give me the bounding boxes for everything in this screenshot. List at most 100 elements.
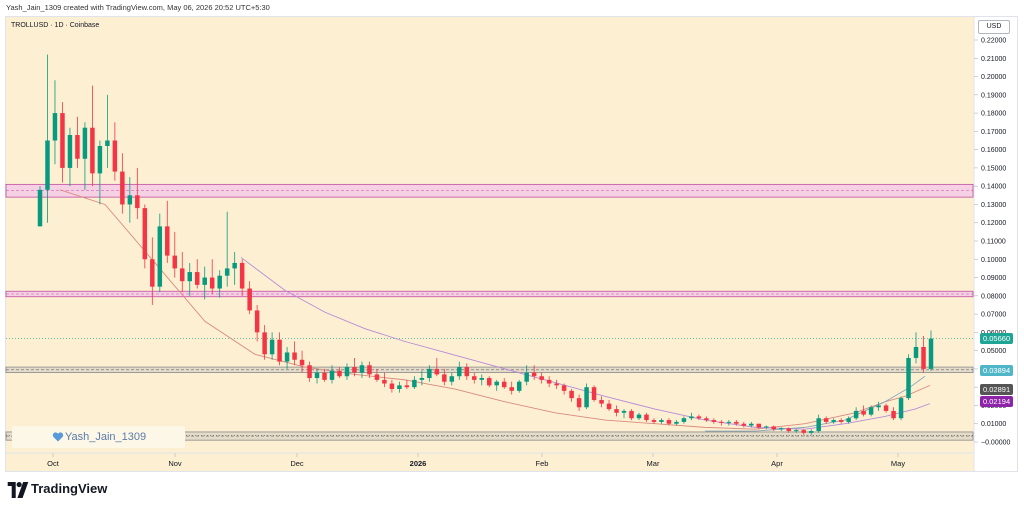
candle-body — [793, 430, 799, 432]
x-tick-label: Nov — [168, 459, 182, 468]
candle — [876, 401, 881, 411]
candle — [322, 368, 327, 382]
candle — [921, 336, 926, 373]
candle — [449, 372, 455, 386]
y-tick-label: 0.19000 — [981, 92, 1006, 99]
candle-body — [127, 195, 133, 205]
candle — [292, 341, 297, 366]
candle — [494, 379, 499, 391]
candle — [486, 376, 492, 388]
candle-body — [172, 255, 178, 269]
candle — [45, 54, 50, 223]
candle — [232, 251, 237, 285]
candle-body — [621, 410, 627, 413]
candle — [906, 354, 911, 400]
candle-body — [457, 367, 462, 377]
candle-body — [689, 416, 694, 419]
candle-body — [846, 418, 851, 422]
x-tick-label: Dec — [290, 459, 304, 468]
y-tick-label: 0.10000 — [981, 257, 1006, 264]
candle-body — [808, 431, 814, 433]
candle-body — [838, 420, 844, 422]
candle-body — [546, 379, 552, 384]
candle-body — [374, 374, 380, 380]
candle — [711, 418, 717, 424]
candle-body — [322, 372, 327, 380]
candle-body — [389, 383, 395, 390]
candle — [97, 140, 103, 205]
candle — [82, 122, 88, 190]
candle — [861, 405, 866, 417]
candle — [277, 332, 282, 366]
candle-body — [382, 379, 387, 384]
candle — [472, 372, 477, 384]
candle-body — [861, 410, 866, 415]
candle-body — [883, 405, 889, 411]
candle-body — [606, 403, 612, 410]
candle-body — [509, 387, 514, 391]
candle-body — [734, 421, 739, 424]
candle-body — [254, 310, 260, 333]
candle-body — [314, 372, 320, 379]
candle — [659, 418, 664, 424]
candle — [187, 262, 192, 296]
candle — [269, 332, 275, 360]
candle-body — [719, 421, 724, 423]
candle — [779, 427, 784, 432]
candle — [359, 361, 365, 379]
candle-body — [749, 423, 754, 426]
candle-body — [277, 339, 282, 362]
candle-body — [75, 135, 80, 159]
candle — [157, 213, 163, 293]
candle — [539, 372, 544, 384]
candle — [704, 416, 709, 422]
x-tick-label: Mar — [647, 459, 660, 468]
candle — [105, 94, 110, 168]
currency-selector[interactable]: USD — [978, 20, 1010, 34]
footer-brand: TradingView — [31, 481, 108, 496]
candle-body — [681, 418, 687, 422]
candle — [561, 383, 567, 395]
candle-body — [539, 376, 544, 380]
y-tick-label: 0.12000 — [981, 220, 1006, 227]
candle — [883, 403, 889, 413]
symbol-label[interactable]: TROLLUSD · 1D · Coinbase — [11, 22, 100, 29]
candle-body — [741, 423, 747, 426]
candle — [599, 396, 604, 408]
candle-body — [756, 423, 762, 428]
candle — [247, 281, 252, 315]
candle-body — [599, 399, 604, 404]
candle — [629, 409, 634, 421]
y-tick-label: 0.22000 — [981, 38, 1006, 45]
candle — [868, 405, 874, 417]
candle — [726, 420, 732, 426]
candle — [307, 361, 312, 382]
candle-body — [584, 387, 589, 408]
candle — [681, 416, 687, 424]
y-tick-label: 0.18000 — [981, 111, 1006, 118]
candlestick-chart[interactable]: 0.22000 0.21000 0.20000 0.19000 0.18000 0.170… — [5, 16, 1018, 472]
ma-fast-line — [59, 189, 931, 430]
price-badge: 0.03894 — [980, 365, 1014, 377]
candle — [591, 385, 597, 402]
candle — [816, 414, 821, 433]
candle-body — [516, 381, 522, 391]
candle — [666, 418, 672, 426]
candle — [606, 399, 612, 411]
candle-body — [501, 381, 507, 388]
candle-body — [404, 385, 410, 388]
candle-body — [247, 288, 252, 311]
candle — [509, 381, 514, 395]
candle — [479, 374, 485, 386]
tradingview-logo-icon — [7, 482, 29, 498]
candle — [524, 365, 529, 386]
candle — [37, 186, 43, 227]
candle-body — [696, 416, 702, 419]
candle — [823, 416, 829, 424]
candle — [621, 409, 627, 419]
candle-body — [359, 365, 365, 373]
candle — [127, 177, 133, 223]
x-tick-label: Oct — [47, 459, 60, 468]
candle — [142, 204, 148, 269]
x-tick-label: Feb — [536, 459, 549, 468]
